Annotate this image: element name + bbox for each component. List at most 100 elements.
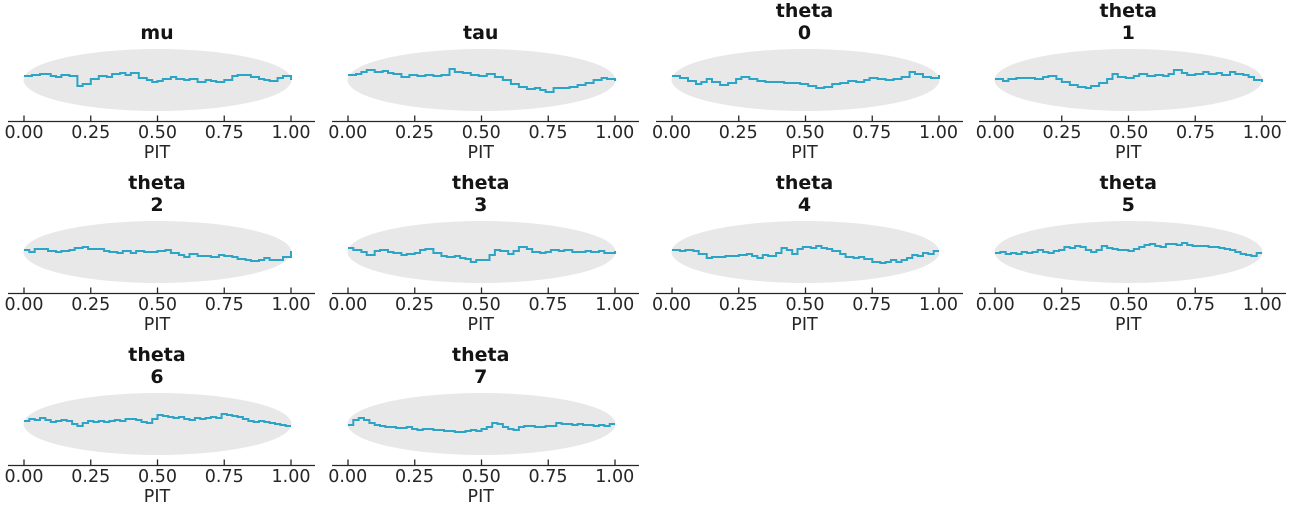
plot-canvas: [8, 393, 315, 467]
subplot-theta-0: theta 0 0.00 0.25 0.50 0.75 1.00 PIT: [648, 0, 972, 172]
x-tick-label: 1.00: [595, 467, 635, 487]
empty-cell: [648, 344, 972, 516]
x-axis-tick-labels: 0.00 0.25 0.50 0.75 1.00: [324, 467, 648, 487]
x-tick-label: 0.25: [395, 467, 434, 487]
plot-canvas: [655, 221, 963, 295]
x-tick-label: 0.75: [528, 123, 568, 143]
x-axis-label: PIT: [143, 315, 171, 335]
x-tick-label: 1.00: [919, 295, 958, 315]
x-tick-label: 0.50: [138, 467, 177, 487]
x-tick-label: 0.75: [1176, 295, 1215, 315]
subplot-title: theta 5: [1099, 172, 1157, 216]
x-tick-label: 0.75: [1176, 123, 1215, 143]
x-tick-label: 0.75: [852, 295, 892, 315]
x-tick-label: 0.25: [1042, 295, 1082, 315]
confidence-ellipse: [347, 393, 616, 455]
subplot-title: theta 3: [452, 172, 510, 216]
x-axis-tick-labels: 0.00 0.25 0.50 0.75 1.00: [0, 123, 324, 143]
x-axis-label: PIT: [467, 487, 494, 507]
x-tick-label: 1.00: [1242, 123, 1282, 143]
x-tick-label: 0.25: [718, 123, 758, 143]
x-tick-label: 0.25: [71, 123, 111, 143]
subplot-theta-3: theta 3 0.00 0.25 0.50 0.75 1.00 PIT: [324, 172, 648, 344]
subplot-title: theta 1: [1099, 0, 1157, 44]
x-tick-label: 0.00: [975, 295, 1015, 315]
subplot-theta-2: theta 2 0.00 0.25 0.50 0.75 1.00 PIT: [0, 172, 324, 344]
subplot-theta-6: theta 6 0.00 0.25 0.50 0.75 1.00 PIT: [0, 344, 324, 516]
confidence-ellipse: [347, 49, 616, 111]
confidence-ellipse: [671, 221, 939, 283]
x-tick-label: 0.00: [652, 123, 691, 143]
ecdf-step-line: [671, 245, 939, 264]
subplot-title: tau: [463, 21, 499, 44]
x-tick-label: 0.50: [1109, 295, 1149, 315]
plot-canvas: [8, 221, 315, 295]
subplot-theta-7: theta 7 0.00 0.25 0.50 0.75 1.00 PIT: [324, 344, 648, 516]
x-tick-label: 0.00: [328, 295, 368, 315]
subplot-tau: tau 0.00 0.25 0.50 0.75 1.00 PIT: [324, 0, 648, 172]
ecdf-step-line: [347, 417, 615, 433]
x-tick-label: 0.75: [852, 123, 892, 143]
x-tick-label: 1.00: [1242, 295, 1282, 315]
subplot-mu: mu 0.00 0.25 0.50 0.75 1.00 PIT: [0, 0, 324, 172]
x-axis-tick-labels: 0.00 0.25 0.50 0.75 1.00: [971, 123, 1295, 143]
x-tick-label: 0.00: [328, 467, 368, 487]
x-tick-label: 0.00: [652, 295, 691, 315]
x-axis-tick-labels: 0.00 0.25 0.50 0.75 1.00: [0, 295, 324, 315]
x-tick-label: 1.00: [271, 123, 311, 143]
x-tick-label: 0.75: [528, 295, 568, 315]
subplot-title: theta 7: [452, 344, 510, 388]
x-tick-label: 0.75: [528, 467, 568, 487]
subplot-title: theta 4: [775, 172, 834, 216]
x-tick-label: 0.25: [718, 295, 758, 315]
x-tick-label: 0.50: [785, 295, 825, 315]
confidence-ellipse: [23, 393, 292, 455]
x-tick-label: 0.00: [975, 123, 1015, 143]
x-tick-label: 1.00: [271, 295, 311, 315]
ecdf-step-line: [24, 413, 291, 427]
x-axis-label: PIT: [467, 315, 494, 335]
x-axis-tick-labels: 0.00 0.25 0.50 0.75 1.00: [648, 123, 972, 143]
subplot-title: theta 6: [128, 344, 186, 388]
confidence-ellipse: [671, 49, 939, 111]
plot-canvas: [331, 49, 639, 123]
ecdf-step-line: [995, 69, 1264, 89]
subplot-theta-1: theta 1 0.00 0.25 0.50 0.75 1.00 PIT: [971, 0, 1295, 172]
x-tick-label: 1.00: [271, 467, 311, 487]
subplot-theta-4: theta 4 0.00 0.25 0.50 0.75 1.00 PIT: [648, 172, 972, 344]
plot-canvas: [331, 393, 639, 467]
plot-canvas: [655, 49, 963, 123]
x-axis-label: PIT: [791, 143, 818, 163]
ecdf-step-line: [347, 68, 616, 93]
x-tick-label: 0.75: [204, 123, 244, 143]
x-axis-label: PIT: [1115, 143, 1142, 163]
x-tick-label: 0.25: [71, 295, 111, 315]
x-tick-label: 0.50: [461, 467, 501, 487]
ecdf-step-line: [347, 246, 616, 263]
plot-canvas: [979, 221, 1287, 295]
ecdf-step-line: [671, 71, 940, 89]
x-tick-label: 0.50: [785, 123, 825, 143]
x-tick-label: 0.25: [395, 295, 434, 315]
x-axis-tick-labels: 0.00 0.25 0.50 0.75 1.00: [648, 295, 972, 315]
x-tick-label: 1.00: [595, 123, 635, 143]
subplot-title: mu: [140, 21, 174, 44]
x-axis-label: PIT: [791, 315, 818, 335]
x-tick-label: 0.50: [138, 123, 177, 143]
confidence-ellipse: [347, 221, 616, 283]
x-axis-tick-labels: 0.00 0.25 0.50 0.75 1.00: [324, 295, 648, 315]
x-axis-label: PIT: [1115, 315, 1142, 335]
plot-canvas: [979, 49, 1287, 123]
x-axis-label: PIT: [143, 143, 171, 163]
x-tick-label: 0.75: [204, 467, 244, 487]
x-axis-label: PIT: [467, 143, 494, 163]
x-axis-label: PIT: [143, 487, 171, 507]
x-tick-label: 1.00: [595, 295, 635, 315]
empty-cell: [971, 344, 1295, 516]
x-tick-label: 0.50: [461, 123, 501, 143]
x-tick-label: 0.00: [4, 123, 44, 143]
x-axis-tick-labels: 0.00 0.25 0.50 0.75 1.00: [324, 123, 648, 143]
ecdf-step-line: [995, 242, 1263, 257]
subplot-theta-5: theta 5 0.00 0.25 0.50 0.75 1.00 PIT: [971, 172, 1295, 344]
